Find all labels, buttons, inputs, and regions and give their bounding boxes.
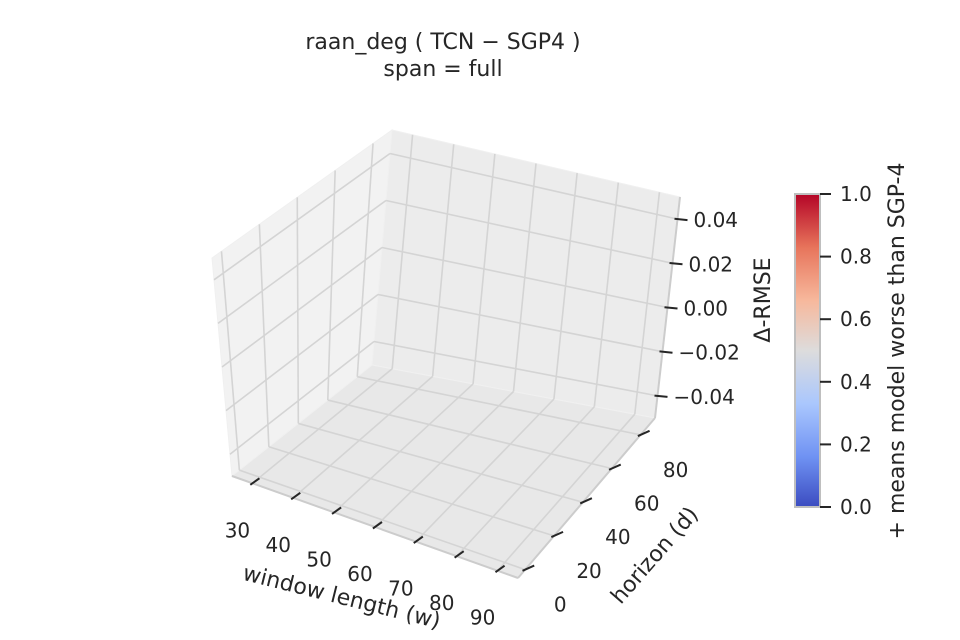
z-tick-4 [654,394,668,398]
z-tick-2 [664,306,678,310]
colorbar-tick-label-4: 0.8 [840,245,872,269]
colorbar-tick-label-1: 0.2 [840,432,872,456]
x-tick-2 [331,506,342,515]
x-tick-3 [372,521,383,530]
grid-lines [213,134,678,572]
colorbar-ticks: 0.0 0.2 0.4 0.6 0.8 1.0 [820,182,872,519]
grid-x-floor-5 [456,406,595,557]
colorbar-gradient [794,193,821,508]
y-tick-1 [550,530,564,539]
z-tick-1 [669,262,683,266]
chart-subtitle: span = full [383,57,502,82]
grid-y-floor-1 [268,446,555,537]
z-tick-label-0: 0.04 [694,208,739,232]
z-tick-label-2: 0.00 [684,297,729,321]
x-tick-label-3: 60 [347,562,372,586]
tick-labels: 304050607080900204060800.040.020.00−0.02… [225,208,740,630]
grid-z-right-4 [373,340,658,397]
x-tick-4 [413,535,424,544]
colorbar-tick-label-5: 1.0 [840,182,872,206]
grid-z-left-3 [225,293,379,412]
y-tick-2 [579,497,593,505]
z-tick-label-1: 0.02 [689,252,734,276]
x-tick-1 [290,492,301,501]
y-tick-label-3: 60 [634,492,659,516]
x-tick-label-4: 70 [388,577,413,601]
y-tick-label-0: 0 [554,593,567,617]
x-tick-label-5: 80 [429,591,454,615]
z-tick-label-4: −0.04 [674,385,735,409]
grid-z-right-3 [377,293,663,353]
x-tick-label-0: 30 [225,518,250,542]
grid-x-floor-4 [415,398,555,543]
x-tick-6 [494,564,506,574]
grid-z-left-4 [229,340,375,455]
z-tick-0 [674,217,688,222]
grid-x-floor-1 [292,375,434,499]
z-tick-3 [659,350,673,354]
z-tick-label-3: −0.02 [679,341,740,365]
colorbar-tick-label-3: 0.6 [840,307,872,331]
y-tick-3 [608,463,622,471]
x-tick-label-2: 50 [306,547,331,571]
grid-x-floor-3 [374,390,515,528]
grid-x-floor-6 [496,413,636,572]
y-tick-label-1: 20 [576,559,601,583]
grid-z-left-1 [217,199,387,325]
colorbar: 0.0 0.2 0.4 0.6 0.8 1.0 + means model worse t… [794,163,910,540]
y-axis-line [517,417,656,579]
grid-y-floor-4 [357,375,641,436]
tick-marks [249,217,688,574]
z-axis-label: Δ-RMSE [751,257,776,342]
grid-y-floor-3 [327,399,612,470]
grid-z-left-2 [221,246,383,368]
grid-y-floor-0 [239,469,526,571]
grid-x-floor-0 [251,368,393,484]
y-tick-label-4: 80 [663,458,688,482]
grid-z-right-0 [389,152,678,220]
grid-z-right-1 [385,199,673,265]
grid-x-floor-2 [333,383,474,514]
y-axis-label: horizon (d) [606,502,703,609]
grid-y-floor-2 [298,422,584,503]
x-tick-0 [249,477,261,486]
grid-z-right-2 [381,246,668,309]
x-tick-label-6: 90 [470,606,495,630]
chart-title: raan_deg ( TCN − SGP4 ) [305,30,580,55]
y-tick-label-2: 40 [605,525,630,549]
colorbar-label: + means model worse than SGP-4 [885,163,910,540]
colorbar-tick-label-2: 0.4 [840,370,872,394]
grid-z-left-0 [213,152,391,281]
colorbar-tick-label-0: 0.0 [840,495,872,519]
y-tick-4 [637,429,650,437]
x-tick-label-1: 40 [266,533,291,557]
y-tick-0 [522,564,535,572]
x-tick-5 [454,550,465,559]
